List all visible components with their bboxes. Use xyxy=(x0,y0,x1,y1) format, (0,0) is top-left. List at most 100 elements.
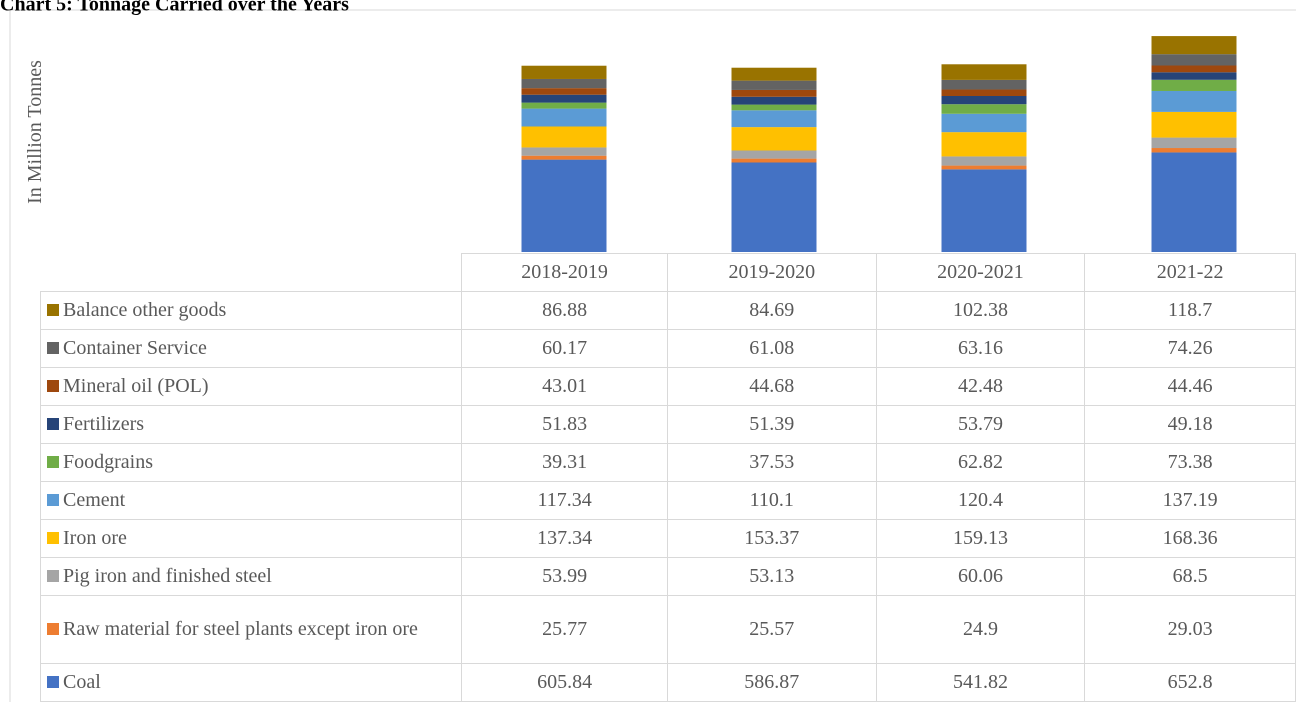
table-value: 110.1 xyxy=(666,481,877,520)
bar-segment xyxy=(941,104,1027,114)
legend-key xyxy=(47,342,59,354)
bar-segment xyxy=(1151,54,1237,66)
bar-segment xyxy=(731,158,817,163)
bar-segment xyxy=(521,147,607,156)
table-value: 29.03 xyxy=(1084,595,1296,664)
table-row: Balance other goods 86.88 84.69 102.38 118.7 xyxy=(39,291,1296,330)
category-label: 2021-22 xyxy=(1084,253,1296,292)
table-value: 53.99 xyxy=(461,557,668,596)
table-value: 53.13 xyxy=(666,557,877,596)
table-value: 120.4 xyxy=(875,481,1086,520)
table-value: 117.34 xyxy=(461,481,668,520)
table-value: 62.82 xyxy=(875,443,1086,482)
legend-key xyxy=(47,570,59,582)
table-value: 60.17 xyxy=(461,329,668,368)
bar-segment xyxy=(1151,111,1237,138)
table-value: 43.01 xyxy=(461,367,668,406)
table-row: Fertilizers 51.83 51.39 53.79 49.18 xyxy=(39,405,1296,444)
legend-label: Fertilizers xyxy=(63,413,145,435)
category-label: 2020-2021 xyxy=(875,253,1086,292)
bar-segment xyxy=(731,150,817,159)
table-value: 42.48 xyxy=(875,367,1086,406)
table-row: Iron ore 137.34 153.37 159.13 168.36 xyxy=(39,519,1296,558)
legend-key xyxy=(47,304,59,316)
bar-segment xyxy=(521,102,607,109)
table-row: Container Service 60.17 61.08 63.16 74.26 xyxy=(39,329,1296,368)
table-value: 51.39 xyxy=(666,405,877,444)
table-value: 168.36 xyxy=(1084,519,1296,558)
table-value: 74.26 xyxy=(1084,329,1296,368)
table-value: 541.82 xyxy=(875,663,1086,702)
bar-segment xyxy=(521,126,607,148)
bar-segment xyxy=(731,89,817,97)
table-value: 53.79 xyxy=(875,405,1086,444)
table-value: 60.06 xyxy=(875,557,1086,596)
legend-key xyxy=(47,494,59,506)
bar-segment xyxy=(731,162,817,252)
legend-label: Pig iron and finished steel xyxy=(63,565,272,587)
y-axis-label: In Million Tonnes xyxy=(24,60,46,204)
bar-segment xyxy=(1151,137,1237,149)
table-value: 51.83 xyxy=(461,405,668,444)
table-row: Pig iron and finished steel 53.99 53.13 60.… xyxy=(39,557,1296,596)
table-row: Raw material for steel plants except iro… xyxy=(39,595,1296,664)
bar-segment xyxy=(731,104,817,111)
legend-key xyxy=(47,676,59,688)
legend-cell: Cement xyxy=(39,481,463,520)
table-value: 61.08 xyxy=(666,329,877,368)
table-value: 86.88 xyxy=(461,291,668,330)
legend-cell: Raw material for steel plants except iro… xyxy=(39,595,463,664)
table-value: 652.8 xyxy=(1084,663,1296,702)
bar-segment xyxy=(941,165,1027,170)
table-value: 102.38 xyxy=(875,291,1086,330)
table-value: 159.13 xyxy=(875,519,1086,558)
bar-segment xyxy=(941,156,1027,166)
bar-segment xyxy=(1151,90,1237,112)
table-value: 605.84 xyxy=(461,663,668,702)
legend-cell: Container Service xyxy=(39,329,463,368)
bar-segment xyxy=(731,96,817,105)
table-value: 49.18 xyxy=(1084,405,1296,444)
bar-segment xyxy=(1151,72,1237,80)
bar-segment xyxy=(941,169,1027,252)
chart-border xyxy=(9,9,1296,702)
bar-segment xyxy=(521,88,607,95)
table-value: 68.5 xyxy=(1084,557,1296,596)
table-value: 153.37 xyxy=(666,519,877,558)
data-table: 2018-2019 2019-2020 2020-2021 2021-22 Balanc… xyxy=(39,253,1296,702)
legend-cell: Pig iron and finished steel xyxy=(39,557,463,596)
table-header-row: 2018-2019 2019-2020 2020-2021 2021-22 xyxy=(40,253,1296,292)
legend-cell: Fertilizers xyxy=(39,405,463,444)
legend-label: Container Service xyxy=(63,337,207,359)
bar-segment xyxy=(521,159,607,252)
table-row: Foodgrains 39.31 37.53 62.82 73.38 xyxy=(39,443,1296,482)
bar-segment xyxy=(941,64,1027,80)
table-row: Coal 605.84 586.87 541.82 652.8 xyxy=(39,663,1296,702)
bar-segment xyxy=(731,127,817,151)
table-value: 39.31 xyxy=(461,443,668,482)
table-row: Cement 117.34 110.1 120.4 137.19 xyxy=(39,481,1296,520)
bar-segment xyxy=(731,80,817,90)
table-value: 118.7 xyxy=(1084,291,1296,330)
bar-segment xyxy=(1151,79,1237,91)
bar-segment xyxy=(941,113,1027,133)
bar-segment xyxy=(941,89,1027,97)
bar-segment xyxy=(1151,152,1237,252)
table-value: 84.69 xyxy=(666,291,877,330)
blank-cell xyxy=(40,253,463,292)
bar-segment xyxy=(521,155,607,160)
legend-label: Mineral oil (POL) xyxy=(63,375,209,397)
bar-segment xyxy=(941,132,1027,157)
table-value: 44.46 xyxy=(1084,367,1296,406)
legend-label: Foodgrains xyxy=(63,451,153,473)
bar-segment xyxy=(521,65,607,79)
table-value: 25.77 xyxy=(461,595,668,664)
legend-label: Coal xyxy=(63,671,101,693)
bar-segment xyxy=(1151,36,1237,55)
category-label: 2019-2020 xyxy=(666,253,877,292)
bar-segment xyxy=(731,67,817,81)
bar-segment xyxy=(731,110,817,128)
bar-segment xyxy=(521,78,607,89)
table-value: 44.68 xyxy=(666,367,877,406)
